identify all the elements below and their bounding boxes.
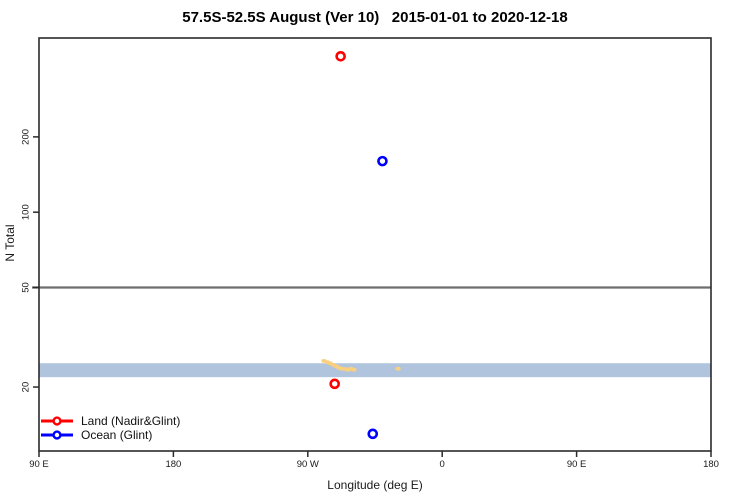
x-tick-label: 90 E [29,459,49,470]
x-tick-label: 180 [165,459,181,470]
legend-item-land: Land (Nadir&Glint) [40,414,180,428]
y-tick-label: 50 [21,282,32,293]
y-tick-label: 20 [21,382,32,393]
land-data-point [329,378,340,390]
legend-label-land: Land (Nadir&Glint) [81,414,181,428]
x-tick-label: 0 [440,459,445,470]
small-mark [351,367,357,372]
ocean-data-point [377,155,388,167]
legend: Land (Nadir&Glint) Ocean (Glint) [40,414,180,442]
x-tick-label: 90 W [297,459,319,470]
land-series-marker-icon [41,416,73,426]
ocean-data-point [367,428,379,440]
x-tick-label: 90 E [567,459,587,470]
small-mark [395,367,401,371]
plot-border [38,37,712,452]
expected-range-band [39,363,711,378]
y-tick-label: 200 [21,129,32,145]
y-axis-label: N Total [3,224,17,262]
ocean-series-marker-icon [41,430,73,440]
chart-title: 57.5S-52.5S August (Ver 10) 2015-01-01 t… [182,9,568,26]
y-tick-label: 100 [21,204,32,220]
x-axis-label: Longitude (deg E) [327,478,423,492]
legend-item-ocean: Ocean (Glint) [40,428,180,442]
legend-label-ocean: Ocean (Glint) [81,428,153,442]
x-tick-label: 180 [703,459,719,470]
land-data-point [335,50,346,62]
